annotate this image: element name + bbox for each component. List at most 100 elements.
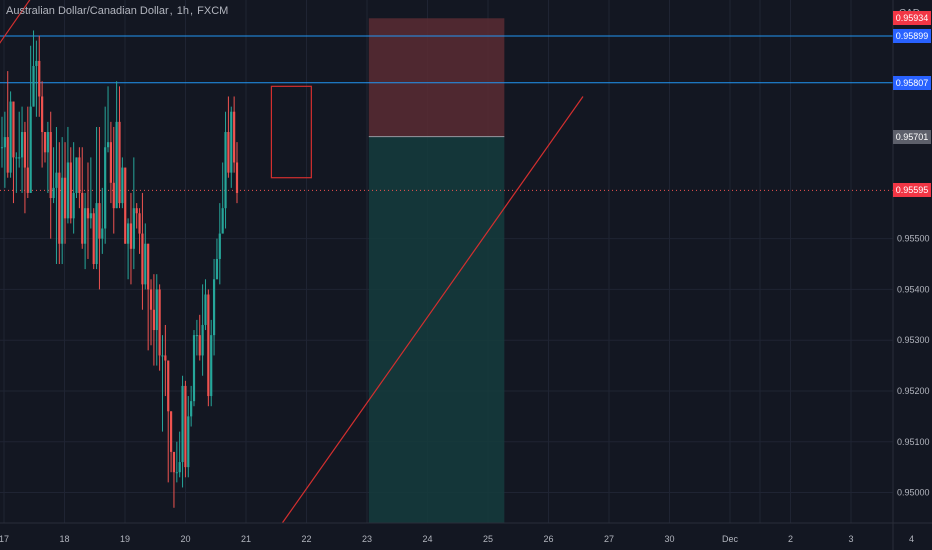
y-tick-label: 0.95100	[897, 437, 930, 447]
trendlines	[0, 0, 584, 524]
candle-body	[49, 132, 52, 199]
candle-body	[84, 208, 87, 244]
x-tick-label: 18	[59, 534, 69, 544]
x-tick-label: Dec	[722, 534, 739, 544]
candle-body	[43, 132, 47, 153]
candle-body	[115, 121, 118, 209]
candle-body	[164, 355, 167, 361]
candle-body	[124, 167, 127, 244]
x-tick-label: 4	[909, 534, 914, 544]
price-tag: 0.95595	[893, 183, 931, 198]
candle-body	[178, 462, 181, 473]
price-tag: 0.95899	[893, 29, 931, 44]
candle-body	[9, 101, 12, 173]
candle-body	[230, 111, 233, 173]
candle-body	[224, 132, 227, 209]
candle-body	[89, 213, 92, 219]
candle-body	[135, 208, 138, 214]
candle-body	[0, 147, 4, 149]
x-tick-label: 19	[120, 534, 130, 544]
candle-body	[181, 385, 184, 463]
candle-body	[118, 121, 121, 204]
candle-body	[112, 182, 115, 209]
x-tick-label: 23	[362, 534, 372, 544]
x-tick-label: 17	[0, 534, 9, 544]
candle-body	[20, 132, 24, 158]
candle-body	[184, 385, 187, 468]
candle-body	[158, 289, 161, 356]
x-tick-label: 27	[604, 534, 614, 544]
trendline	[281, 96, 584, 524]
take-profit-zone	[368, 136, 505, 523]
price-tag: 0.95701	[893, 129, 931, 144]
candle-body	[121, 167, 124, 204]
x-tick-label: 24	[422, 534, 432, 544]
candle-body	[55, 172, 58, 188]
candle-body	[61, 177, 64, 244]
candles	[0, 30, 239, 508]
x-tick-label: 3	[848, 534, 853, 544]
candle-body	[144, 243, 147, 285]
candle-body	[35, 60, 38, 67]
candle-body	[26, 167, 29, 193]
highlight-box-layer	[270, 85, 312, 179]
x-tick-label: 30	[664, 534, 674, 544]
candle-body	[32, 66, 35, 107]
candle-body	[72, 192, 75, 219]
candle-body	[167, 360, 170, 412]
candle-body	[15, 157, 18, 159]
candle-body	[161, 355, 164, 357]
chart-title: Australian Dollar/Canadian Dollar, 1h, F…	[6, 5, 229, 17]
candle-body	[187, 416, 190, 468]
candle-body	[18, 157, 21, 159]
x-tick-label: 21	[241, 534, 251, 544]
candle-body	[66, 162, 70, 219]
candle-body	[221, 208, 224, 234]
candle-body	[204, 294, 207, 325]
candle-body	[201, 324, 204, 356]
position-zones	[368, 18, 505, 523]
price-axis-background	[893, 0, 932, 550]
candle-body	[101, 228, 104, 239]
candle-body	[141, 233, 144, 285]
candle-body	[129, 223, 133, 249]
y-tick-label: 0.95200	[897, 386, 930, 396]
price-tag: 0.95807	[893, 75, 931, 90]
candle-body	[218, 233, 221, 259]
candle-body	[195, 335, 198, 337]
highlight-box	[270, 85, 312, 179]
candle-body	[169, 411, 173, 452]
price-tag: 0.95934	[893, 11, 931, 26]
candle-body	[132, 208, 135, 249]
x-tick-label: 20	[180, 534, 190, 544]
y-tick-label: 0.95400	[897, 284, 930, 294]
candle-body	[41, 96, 44, 133]
horizontal-levels	[0, 35, 893, 191]
candle-body	[215, 258, 219, 280]
x-tick-label: 22	[301, 534, 311, 544]
candle-body	[109, 142, 113, 183]
interval-label: 1h	[176, 5, 190, 17]
candle-body	[149, 289, 153, 310]
y-tick-label: 0.95300	[897, 335, 930, 345]
stop-loss-zone	[368, 18, 505, 137]
exchange-label: FXCM	[197, 5, 229, 17]
candle-body	[227, 132, 230, 173]
y-tick-label: 0.95000	[897, 488, 930, 498]
candle-body	[233, 111, 236, 163]
candle-body	[192, 335, 196, 402]
candle-body	[78, 157, 81, 193]
candle-body	[23, 132, 27, 168]
candle-body	[63, 177, 67, 219]
candle-body	[6, 137, 9, 173]
candle-body	[190, 401, 193, 417]
candle-body	[86, 208, 90, 219]
candle-body	[38, 60, 41, 97]
candle-body	[207, 294, 210, 397]
candle-body	[12, 101, 15, 158]
candle-body	[104, 147, 107, 229]
candle-body	[198, 335, 201, 356]
